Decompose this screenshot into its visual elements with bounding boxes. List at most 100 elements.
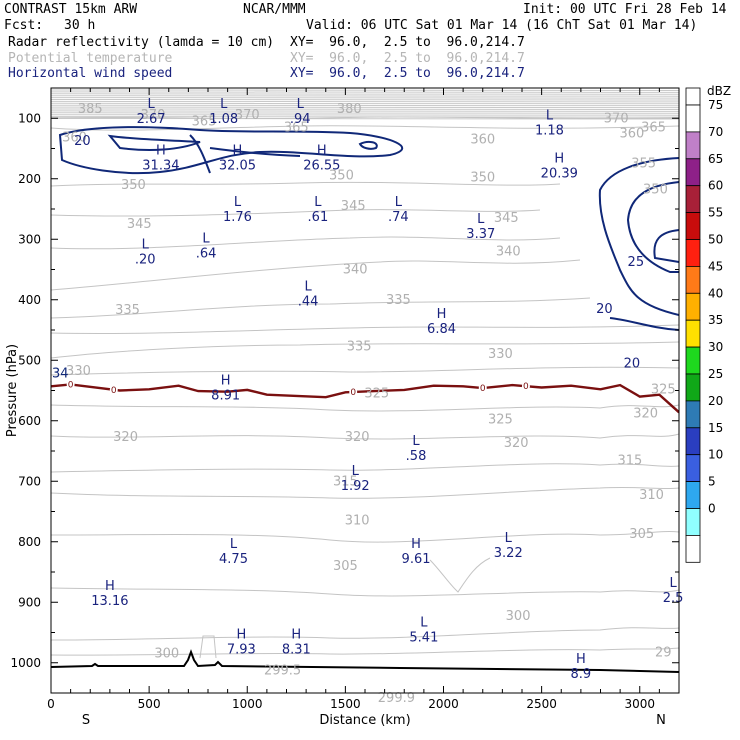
theta-label: 29 [655,645,672,660]
theta-contour-line [51,433,679,440]
theta-contour-line [51,113,679,116]
wind-speed-contour [653,229,679,263]
theta-label: 345 [127,217,152,232]
y-tick-label: 200 [18,172,41,186]
colorbar-level-label: 10 [708,448,723,462]
y-tick-label: 700 [18,474,41,488]
theta-label: 360 [470,132,495,147]
wind-speed-contour [609,317,679,331]
x-axis-label: Distance (km) [319,713,410,728]
colorbar-level-label: 5 [708,475,716,489]
wind-extremum-type: H [317,144,327,159]
theta-contour-line [51,110,679,112]
reflectivity-zero-label: 0 [111,386,117,396]
colorbar-cell [685,400,701,429]
wind-edge-label: 34 [52,367,69,382]
colorbar-cell [685,158,701,187]
x-axis-left-end: S [82,713,90,728]
wind-contour-label: 25 [628,255,645,270]
y-tick-label: 100 [18,111,41,125]
theta-label: 345 [341,199,366,214]
colorbar-level-label: 65 [708,152,723,166]
theta-contour-line [51,627,679,641]
reflectivity-contour-0dbz [51,383,679,414]
theta-contour-line [51,100,679,103]
wind-extremum-type: L [202,231,210,246]
colorbar-level-label: 30 [708,340,723,354]
field-1-name: Radar reflectivity (lamda = 10 cm) [8,35,275,50]
wind-extremum-value: 7.93 [227,643,256,658]
wind-speed-contour [58,126,404,175]
field-2-xy: XY= 96.0, 2.5 to 96.0,214.7 [290,51,525,66]
colorbar-level-label: 35 [708,313,723,327]
colorbar-cell [685,319,701,348]
theta-contour-line [51,104,679,107]
x-tick-label: 0 [47,697,55,711]
theta-label: 305 [333,559,358,574]
wind-extremum-value: .58 [406,449,427,464]
wind-extremum-type: L [420,615,428,630]
theta-contour-line [51,297,591,319]
wind-contour-label: 20 [74,134,91,149]
y-tick-label: 900 [18,595,41,609]
theta-label: 299.5 [264,664,301,679]
theta-label: 330 [488,347,513,362]
wind-extremum-value: 20.39 [541,166,578,181]
theta-label: 325 [364,387,389,402]
theta-label: 370 [235,108,260,123]
theta-contour-line [51,94,679,97]
wind-extremum-type: L [314,195,322,210]
colorbar-level-label: 70 [708,125,723,139]
wind-extremum-value: 32.05 [219,159,256,174]
wind-extremum-value: 31.34 [142,159,179,174]
y-axis-label: Pressure (hPa) [5,344,20,437]
wind-extremum-value: 1.08 [209,112,238,127]
theta-label: 360 [619,126,644,141]
theta-label: 365 [192,114,217,129]
colorbar-level-label: 15 [708,421,723,435]
wind-extremum-type: L [352,464,360,479]
theta-contour-line [51,209,541,217]
theta-label: 325 [651,382,676,397]
theta-contour-line [51,341,679,359]
wind-extremum-type: L [234,195,242,210]
colorbar-level-label: 20 [708,394,723,408]
wind-extremum-type: L [395,195,403,210]
colorbar-level-label: 0 [708,502,716,516]
y-tick-label: 1000 [10,656,41,670]
wind-extremum-type: L [147,97,155,112]
theta-contour-line [51,181,561,187]
wind-extremum-type: L [230,537,238,552]
wind-extremum-type: H [576,652,586,667]
wind-extremum-type: H [291,628,301,643]
theta-contour-line [51,102,679,105]
theta-contour-line [51,463,679,473]
wind-contour-label: 20 [596,302,613,317]
theta-label: 385 [78,102,103,117]
wind-speed-contour [598,157,679,316]
theta-label: 320 [345,430,370,445]
y-tick-label: 400 [18,293,41,307]
theta-contour-line [51,125,679,131]
wind-extremum-value: 8.9 [571,667,592,682]
wind-extremum-type: L [304,280,312,295]
colorbar-cell [685,131,701,160]
field-3-xy: XY= 96.0, 2.5 to 96.0,214.7 [290,66,525,81]
wind-extremum-value: 4.75 [219,552,248,567]
colorbar-cell [685,104,701,133]
colorbar-cell [685,427,701,456]
theta-contour-line [51,404,679,412]
theta-label: 299.9 [378,691,415,706]
wind-extremum-type: L [505,531,513,546]
colorbar-cell [685,373,701,402]
wind-extremum-value: 1.92 [341,479,370,494]
wind-contour-label: 20 [624,356,641,371]
theta-label: 355 [631,157,656,172]
theta-label: 365 [284,120,309,135]
x-axis-right-end: N [656,713,666,728]
wind-extremum-type: L [477,212,485,227]
theta-label: 330 [66,364,91,379]
theta-contour-line [51,366,679,376]
theta-label: 365 [641,120,666,135]
